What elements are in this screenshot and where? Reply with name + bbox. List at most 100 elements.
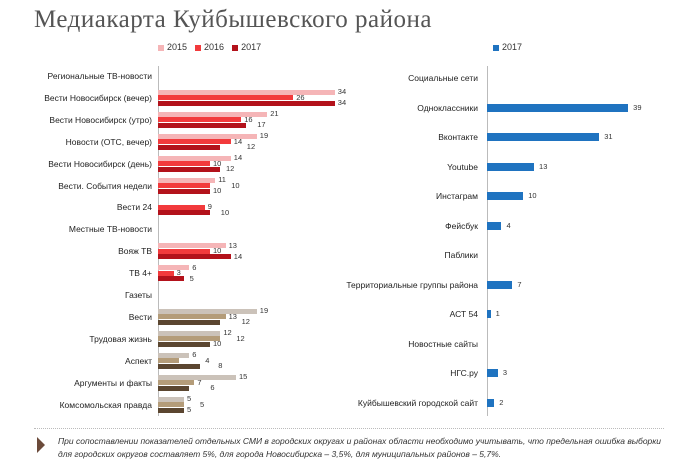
category-label: Вести. События недели [58,180,152,191]
category-label: Вести [128,311,152,322]
bar-2015 [158,243,226,249]
page-title: Медиакарта Куйбышевского района [34,6,432,33]
bar-2017 [487,162,535,171]
bar-2017 [487,192,524,200]
bar-2017 [158,122,247,128]
legend-item-2017: 2017 [232,42,261,52]
bar-2017 [158,407,184,413]
bar-2017 [158,385,190,391]
data-label: 5 [187,394,192,403]
bar-2016 [158,139,231,145]
bar-2015 [158,155,231,161]
data-label: 10 [213,339,222,349]
bar-2017 [158,319,221,325]
data-label: 5 [189,273,194,283]
data-label: 10 [528,191,537,200]
bar-2015 [158,177,216,183]
bar-2016 [158,117,242,123]
bar-2016 [158,380,195,386]
category-label: Региональные ТВ-новости [47,71,152,81]
category-label: АСТ 54 [449,309,478,319]
bar-2017 [158,254,231,260]
data-label: 10 [213,158,222,168]
bar-2015 [158,133,257,139]
bar-2017 [487,221,502,230]
data-label: 14 [233,136,243,146]
data-label: 31 [604,132,613,141]
category-label: Одноклассники [417,102,478,113]
bar-2016 [158,402,184,407]
bar-2017 [158,166,221,172]
data-label: 13 [228,240,237,250]
category-label: Комсомольская правда [59,399,152,410]
bar-2015 [158,111,268,117]
data-label: 10 [231,180,240,190]
data-label: 4 [205,355,210,365]
data-label: 14 [233,251,243,261]
data-label: 7 [517,279,522,289]
category-label: НГС.ру [450,368,478,378]
category-label: Местные ТВ-новости [68,224,152,235]
data-label: 34 [337,87,347,97]
divider [34,428,664,429]
legend-item-2017: 2017 [493,42,522,52]
bar-2017 [487,280,513,289]
data-label: 15 [239,372,248,382]
bar-2017 [158,363,200,369]
category-label: Аргументы и факты [74,377,152,388]
bar-2015 [158,265,190,271]
data-label: 6 [192,262,197,272]
data-label: 21 [270,109,279,119]
arrow-icon [37,437,45,453]
data-label: 11 [218,175,226,184]
data-label: 8 [218,361,223,371]
category-label: Вести 24 [116,202,152,213]
bar-2016 [158,161,210,167]
category-label: Аспект [125,355,152,366]
category-label: Youtube [447,161,478,172]
category-label: Куйбышевский городской сайт [357,397,478,408]
category-label: ТВ 4+ [129,268,152,279]
data-label: 10 [213,246,222,256]
legend-left: 2015 2016 2017 [158,42,261,52]
footnote: При сопоставлении показателей отдельных … [58,436,662,459]
data-label: 7 [197,377,202,387]
data-label: 16 [244,114,253,124]
category-label: Новости (ОТС, вечер) [65,136,152,147]
bar-2016 [158,358,179,364]
category-label: Паблики [444,250,479,260]
data-label: 3 [176,268,181,278]
data-label: 6 [210,383,215,393]
data-label: 13 [228,311,237,321]
bar-2016 [158,204,205,210]
bar-2017 [158,276,184,282]
data-label: 6 [192,350,197,360]
bar-2017 [158,100,335,106]
bar-2017 [487,398,495,407]
category-label: Территориальные группы района [346,279,478,290]
category-label: Трудовая жизнь [89,333,152,344]
bar-2016 [158,248,210,254]
data-label: 12 [241,317,250,327]
data-label: 4 [506,220,511,230]
bar-2016 [158,314,226,320]
data-label: 12 [226,164,235,174]
category-label: Социальные сети [408,73,478,83]
data-label: 5 [200,399,205,409]
bar-2016 [158,270,174,276]
data-label: 13 [539,161,548,171]
bar-2017 [158,188,210,194]
data-label: 12 [246,142,256,152]
right-axis [487,66,488,416]
category-label: Фейсбук [445,220,478,231]
data-label: 19 [259,306,269,316]
data-label: 26 [296,92,305,102]
category-label: Вести Новосибирск (вечер) [44,92,152,103]
bar-2017 [487,310,491,318]
data-label: 19 [259,131,269,141]
category-label: Новостные сайты [408,338,478,349]
category-label: Вести Новосибирск (день) [48,158,152,169]
data-label: 10 [213,186,222,195]
bar-2017 [158,210,210,216]
bar-2017 [487,133,600,141]
